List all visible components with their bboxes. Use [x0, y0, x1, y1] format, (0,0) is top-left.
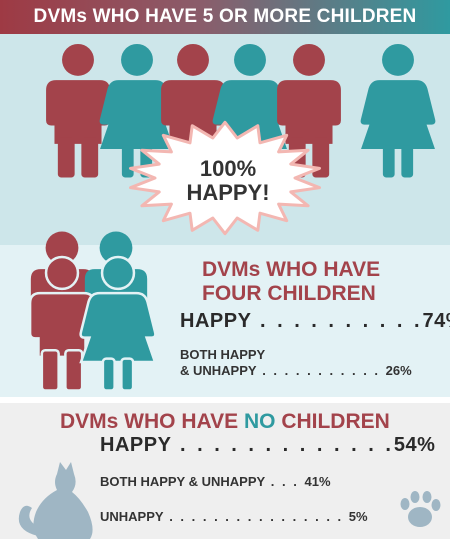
four-title-line1: DVMs WHO HAVE — [202, 258, 381, 281]
burst-happy: HAPPY! — [186, 180, 270, 205]
no-both-label: BOTH HAPPY & UNHAPPY — [100, 474, 266, 489]
page-title: DVMs WHO HAVE 5 OR MORE CHILDREN — [33, 6, 417, 27]
no-both-row: BOTH HAPPY & UNHAPPY . . . 41% — [100, 474, 331, 489]
no-title-part3: CHILDREN — [281, 410, 390, 433]
four-title-line2: FOUR CHILDREN — [202, 282, 376, 305]
four-happy-value: 74% — [422, 310, 450, 332]
four-happy-row: HAPPY . . . . . . . . . .74% — [180, 310, 450, 333]
burst-percent: 100% — [199, 156, 257, 181]
no-happy-row: HAPPY . . . . . . . . . . . . .54% — [100, 434, 436, 456]
no-unhappy-row: UNHAPPY . . . . . . . . . . . . . . . . … — [100, 509, 368, 524]
figures-four-children — [28, 231, 157, 392]
no-title-part2: NO — [243, 410, 276, 433]
four-both-value: 26% — [385, 363, 412, 378]
figures-five-or-more — [46, 43, 436, 236]
cat-icon — [18, 462, 93, 539]
section-divider — [0, 397, 450, 403]
four-both-line2-row: & UNHAPPY . . . . . . . . . . . 26% — [180, 363, 412, 378]
no-unhappy-label: UNHAPPY — [100, 509, 164, 524]
four-both-line1: BOTH HAPPY — [180, 347, 266, 362]
four-both-line2: & UNHAPPY — [180, 363, 257, 378]
four-both-label: BOTH HAPPY & UNHAPPY . . . . . . . . . .… — [180, 347, 412, 379]
no-title: DVMs WHO HAVE NO CHILDREN — [60, 410, 390, 433]
no-title-part1: DVMs WHO HAVE — [60, 410, 239, 433]
starburst-icon — [129, 120, 321, 236]
burst-text: 100% HAPPY! — [178, 157, 278, 205]
paw-print-icon — [400, 491, 441, 527]
no-both-value: 41% — [304, 474, 331, 489]
person-female-icon — [79, 255, 157, 392]
no-unhappy-value: 5% — [348, 509, 368, 524]
person-male-icon — [28, 255, 96, 392]
header-banner: DVMs WHO HAVE 5 OR MORE CHILDREN — [0, 0, 450, 34]
no-happy-value: 54% — [393, 434, 436, 456]
no-happy-label: HAPPY — [100, 434, 172, 456]
four-happy-label: HAPPY — [180, 310, 252, 332]
